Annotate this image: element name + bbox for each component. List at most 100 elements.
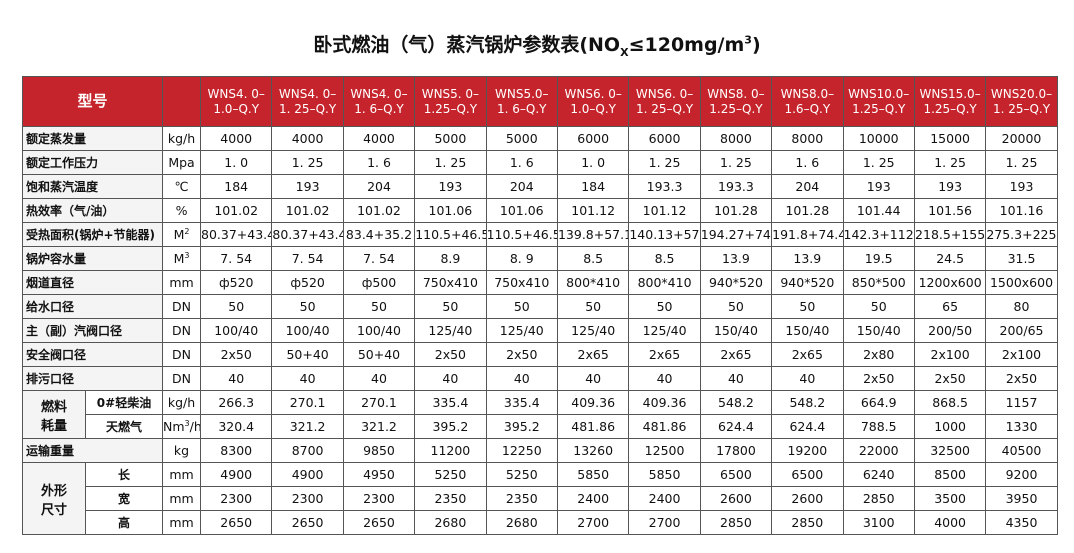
value-cell: 6000 — [628, 126, 701, 151]
value-cell: 750x410 — [414, 270, 487, 295]
value-cell: 800*410 — [556, 270, 630, 295]
value-cell: 664.9 — [842, 390, 915, 415]
value-cell: 1. 25 — [699, 150, 773, 175]
value-cell: 17800 — [699, 438, 773, 463]
value-cell: 2650 — [200, 510, 273, 535]
value-cell: 2x80 — [842, 342, 915, 367]
unit-cell: mm — [162, 486, 202, 511]
value-cell: 788.5 — [842, 414, 915, 439]
model-line: 1.25–Q.Y — [423, 101, 478, 116]
value-cell: 50 — [628, 294, 701, 319]
value-cell: 40 — [556, 366, 630, 391]
data-row: 烟道直径 mm ф520 ф520 ф500 750x410 750x410 800*410 8… — [21, 270, 1058, 295]
data-row: 给水口径 DN 50 50 50 50 50 50 50 50 50 50 65 80 — [21, 294, 1058, 319]
unit-cell: DN — [162, 342, 202, 367]
value-cell: 1. 6 — [485, 150, 558, 175]
value-cell: 1200x600 — [913, 270, 987, 295]
value-cell: 20000 — [985, 126, 1058, 151]
value-cell: 4000 — [913, 510, 987, 535]
value-cell: 50 — [271, 294, 344, 319]
sub-label: 宽 — [84, 486, 164, 511]
value-cell: 50 — [414, 294, 487, 319]
value-cell: 50 — [842, 294, 915, 319]
sub-label: 0#轻柴油 — [84, 390, 164, 415]
value-cell: 1000 — [913, 414, 987, 439]
value-cell: 5850 — [628, 462, 701, 487]
value-cell: 1330 — [985, 414, 1058, 439]
title-text: 卧式燃油（气）蒸汽锅炉参数表(NO — [313, 34, 621, 56]
model-line: 1. 6–Q.Y — [354, 101, 404, 116]
value-cell: 8500 — [913, 462, 987, 487]
value-cell: 184 — [556, 174, 630, 199]
unit-cell: Nm3/h — [162, 414, 202, 439]
value-cell: 275.3+225.5 — [985, 222, 1058, 247]
value-cell: 125/40 — [485, 318, 558, 343]
sub-label: 长 — [84, 462, 164, 487]
group-text: 燃料耗量 — [40, 399, 67, 434]
value-cell: 101.02 — [271, 198, 344, 223]
value-cell: 266.3 — [200, 390, 273, 415]
value-cell: 2400 — [628, 486, 701, 511]
value-cell: 548.2 — [699, 390, 773, 415]
value-cell: 395.2 — [414, 414, 487, 439]
value-cell: 4000 — [271, 126, 344, 151]
value-cell: 2400 — [556, 486, 630, 511]
unit-text: % — [175, 203, 188, 218]
value-cell: 1. 25 — [913, 150, 987, 175]
value-cell: 2850 — [842, 486, 915, 511]
title-text: ≤120mg/m — [628, 34, 745, 56]
model-header: WNS5. 0– 1.25–Q.Y — [414, 76, 487, 127]
value-cell: 4000 — [342, 126, 416, 151]
data-row: 外形尺寸长 mm 4900 4900 4950 5250 5250 5850 5850 6500 6… — [22, 462, 1058, 535]
value-cell: 5250 — [414, 462, 487, 487]
value-cell: 2x65 — [556, 342, 630, 367]
model-header: WNS5.0– 1. 6–Q.Y — [485, 76, 558, 127]
value-cell: 22000 — [842, 438, 915, 463]
model-line: 1. 25–Q.Y — [279, 101, 337, 116]
value-cell: 335.4 — [414, 390, 487, 415]
value-cell: 1. 25 — [271, 150, 344, 175]
row-label: 主（副）汽阀口径 — [21, 318, 164, 343]
value-cell: 40 — [485, 366, 558, 391]
title: 卧式燃油（气）蒸汽锅炉参数表(NOX≤120mg/m3) — [0, 30, 1074, 59]
value-cell: 193.3 — [699, 174, 773, 199]
value-cell: 2680 — [414, 510, 487, 535]
value-cell: 101.02 — [200, 198, 273, 223]
value-cell: 2700 — [628, 510, 701, 535]
value-cell: 5000 — [485, 126, 558, 151]
value-cell: 2300 — [200, 486, 273, 511]
value-cell: 2300 — [271, 486, 344, 511]
value-cell: 7. 54 — [342, 246, 416, 271]
value-cell: 204 — [342, 174, 416, 199]
value-cell: 1. 6 — [342, 150, 416, 175]
value-cell: 4900 — [200, 462, 273, 487]
value-cell: 2x50 — [200, 342, 273, 367]
unit-cell: DN — [162, 366, 202, 391]
value-cell: 2x50 — [913, 366, 987, 391]
model-line: WNS8. 0– — [707, 86, 765, 101]
value-cell: 13.9 — [771, 246, 844, 271]
data-row: 排污口径 DN 40 40 40 40 40 40 40 40 40 2x50 2x50 2x50 — [21, 366, 1058, 391]
model-line: 1.25–Q.Y — [923, 101, 977, 116]
model-header: WNS8. 0– 1.25–Q.Y — [699, 76, 773, 127]
value-cell: 31.5 — [985, 246, 1058, 271]
unit-text: M — [173, 251, 185, 267]
value-cell: 13.9 — [699, 246, 773, 271]
value-cell: 8. 9 — [485, 246, 558, 271]
value-cell: 100/40 — [200, 318, 273, 343]
unit-cell: Mpa — [162, 150, 202, 175]
row-label: 运输重量 — [21, 438, 164, 463]
value-cell: 6000 — [556, 126, 630, 151]
model-line: 1.25–Q.Y — [852, 101, 906, 116]
value-cell: 481.86 — [628, 414, 701, 439]
value-cell: ф520 — [271, 270, 344, 295]
sub-label: 天燃气 — [84, 414, 164, 439]
data-row: 宽 mm 2300 2300 2300 2350 2350 2400 2400 2600 2600 2… — [23, 486, 1058, 511]
row-label: 锅炉容水量 — [21, 246, 164, 271]
value-cell: 940*520 — [771, 270, 844, 295]
value-cell: 6240 — [842, 462, 915, 487]
value-cell: 40 — [771, 366, 844, 391]
value-cell: 65 — [913, 294, 987, 319]
value-cell: 204 — [771, 174, 844, 199]
value-cell: 2x65 — [771, 342, 844, 367]
